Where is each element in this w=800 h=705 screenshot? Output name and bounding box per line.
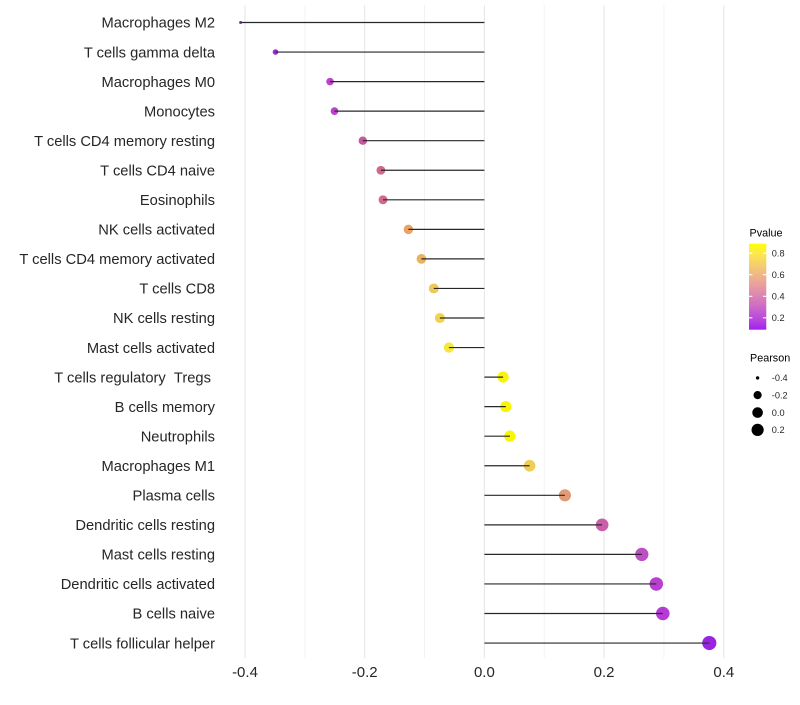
svg-text:T cells CD8: T cells CD8: [139, 282, 215, 298]
svg-text:T cells CD4 memory activated: T cells CD4 memory activated: [19, 252, 215, 268]
svg-text:Mast cells activated: Mast cells activated: [87, 341, 215, 357]
svg-text:Macrophages M1: Macrophages M1: [102, 459, 215, 475]
svg-text:0.6: 0.6: [772, 270, 785, 280]
svg-text:-0.4: -0.4: [232, 664, 258, 681]
svg-text:Dendritic cells resting: Dendritic cells resting: [75, 518, 215, 534]
svg-text:Pearson: Pearson: [750, 353, 790, 365]
svg-text:0.2: 0.2: [772, 425, 785, 435]
svg-text:Pvalue: Pvalue: [750, 228, 783, 240]
svg-text:NK cells activated: NK cells activated: [98, 223, 215, 239]
svg-text:Monocytes: Monocytes: [144, 104, 215, 120]
svg-text:B cells naive: B cells naive: [133, 607, 215, 623]
svg-text:-0.4: -0.4: [772, 373, 788, 383]
svg-text:Eosinophils: Eosinophils: [140, 193, 215, 209]
svg-text:-0.2: -0.2: [772, 390, 788, 400]
svg-text:0.0: 0.0: [474, 664, 495, 681]
svg-text:Plasma cells: Plasma cells: [133, 489, 215, 505]
svg-text:-0.2: -0.2: [352, 664, 378, 681]
svg-text:Mast cells resting: Mast cells resting: [102, 548, 215, 564]
svg-text:0.8: 0.8: [772, 249, 785, 259]
svg-text:NK cells resting: NK cells resting: [113, 311, 215, 327]
svg-text:0.2: 0.2: [772, 313, 785, 323]
svg-text:0.4: 0.4: [713, 664, 734, 681]
svg-text:T cells CD4 naive: T cells CD4 naive: [100, 163, 215, 179]
svg-text:0.2: 0.2: [594, 664, 615, 681]
svg-text:T cells regulatory Tregs: T cells regulatory Tregs: [54, 370, 215, 386]
svg-text:Neutrophils: Neutrophils: [141, 429, 215, 445]
svg-text:B cells memory: B cells memory: [115, 400, 216, 416]
svg-text:T cells CD4 memory resting: T cells CD4 memory resting: [34, 134, 215, 150]
svg-text:0.4: 0.4: [772, 292, 785, 302]
svg-text:Macrophages M0: Macrophages M0: [102, 75, 215, 91]
svg-text:T cells follicular helper: T cells follicular helper: [70, 636, 215, 652]
svg-text:Macrophages M2: Macrophages M2: [102, 16, 215, 32]
svg-text:Dendritic cells activated: Dendritic cells activated: [61, 577, 215, 593]
svg-text:0.0: 0.0: [772, 408, 785, 418]
svg-text:T cells gamma delta: T cells gamma delta: [84, 45, 216, 61]
